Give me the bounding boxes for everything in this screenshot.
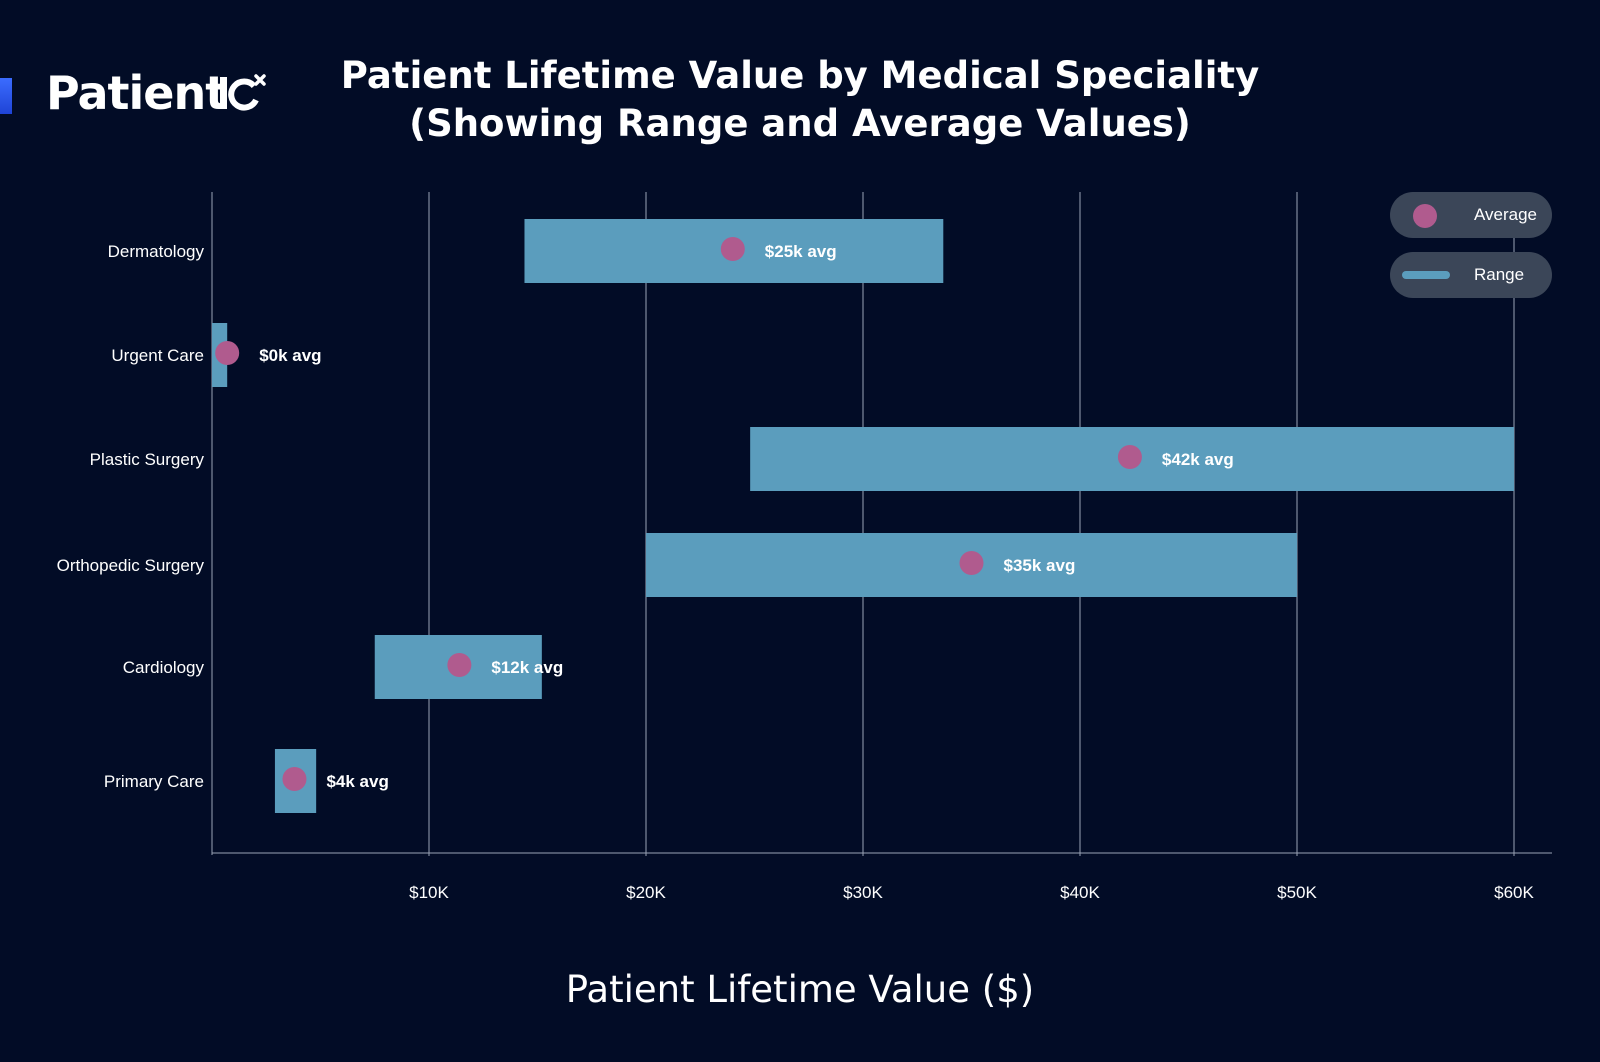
x-tick-label: $40K — [1060, 883, 1100, 902]
y-tick-label: Orthopedic Surgery — [57, 556, 205, 575]
chart-title: Patient Lifetime Value by Medical Specia… — [340, 54, 1260, 97]
x-tick-label: $10K — [409, 883, 449, 902]
x-tick-label: $20K — [626, 883, 666, 902]
y-tick-label: Urgent Care — [111, 346, 204, 365]
data-label: $35k avg — [1004, 556, 1076, 575]
y-tick-label: Primary Care — [104, 772, 204, 791]
y-tick-label: Cardiology — [123, 658, 205, 677]
average-dot — [215, 341, 240, 365]
legend-range-marker-icon — [1402, 271, 1450, 279]
y-tick-label: Dermatology — [108, 242, 205, 261]
average-dot — [282, 767, 307, 791]
legend-average-label: Average — [1474, 205, 1538, 224]
data-label: $12k avg — [491, 658, 563, 677]
data-label: $0k avg — [259, 346, 321, 365]
data-label: $4k avg — [326, 772, 388, 791]
average-dot — [959, 551, 984, 575]
average-dot — [1117, 445, 1142, 469]
average-dot — [447, 653, 472, 677]
x-tick-label: $50K — [1277, 883, 1317, 902]
legend-item-range: Range — [1390, 252, 1552, 298]
legend-item-average: Average — [1390, 192, 1552, 238]
legend-range-label: Range — [1474, 265, 1525, 284]
x-axis-title: Patient Lifetime Value ($) — [565, 968, 1035, 1011]
chart-subtitle: (Showing Range and Average Values) — [409, 102, 1191, 145]
data-label: $42k avg — [1162, 450, 1234, 469]
brand-accent-bar — [0, 78, 12, 114]
x-tick-label: $30K — [843, 883, 883, 902]
x-tick-label: $60K — [1494, 883, 1534, 902]
y-tick-label: Plastic Surgery — [90, 450, 205, 469]
brand-10x-icon — [220, 74, 266, 111]
data-label: $25k avg — [765, 242, 837, 261]
legend-average-marker-icon — [1413, 204, 1437, 228]
brand-logo: Patient — [46, 66, 227, 120]
average-dot — [720, 237, 745, 261]
